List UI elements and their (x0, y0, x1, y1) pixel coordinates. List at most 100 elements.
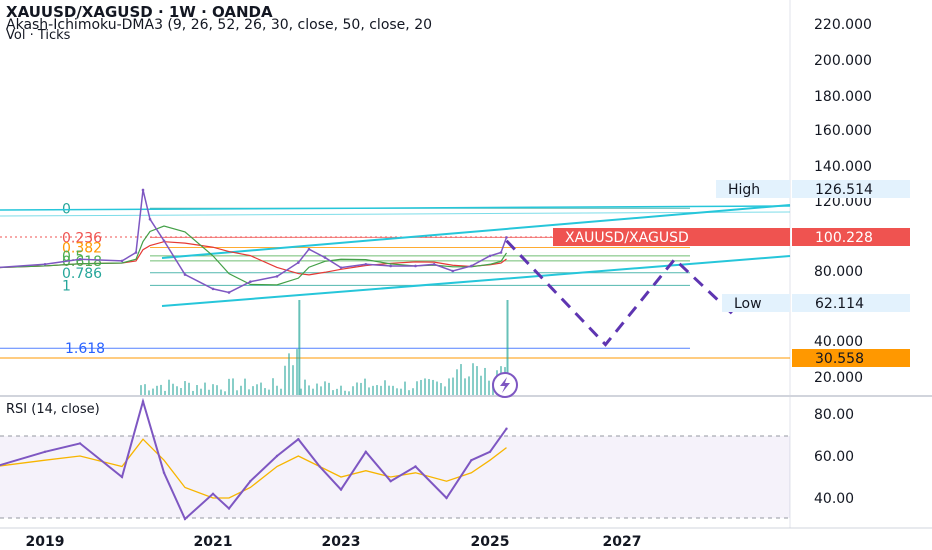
price-badge-label: Low (734, 296, 762, 312)
volume-bar (272, 378, 274, 395)
volume-bar (464, 378, 466, 395)
rsi-point (318, 465, 321, 468)
volume-bar (172, 383, 174, 395)
volume-bar (432, 379, 434, 395)
volume-bar (336, 388, 338, 395)
price-tick-label: 140.000 (814, 159, 872, 175)
volume-bar (376, 385, 378, 395)
rsi-axis[interactable]: 80.00 60.00 40.00 (814, 407, 854, 507)
volume-bar (300, 388, 302, 395)
price-labels: High 126.514 XAUUSD/XAGUSD 100.228 Low 62.114… (553, 180, 910, 367)
volume-bar (176, 386, 178, 395)
volume-bar (316, 383, 318, 395)
rsi-points (43, 400, 508, 521)
price-axis[interactable]: 220.000200.000180.000160.000140.000120.0… (814, 17, 872, 386)
volume-bar (292, 365, 294, 395)
volume-bar (236, 390, 238, 395)
volume-bar (160, 384, 162, 395)
time-tick-label: 2019 (26, 534, 65, 550)
price-point (432, 262, 436, 266)
fib-level-label: 0.786 (62, 266, 102, 282)
time-axis[interactable]: 20192021202320252027202 (0, 534, 642, 550)
price-point (297, 261, 300, 264)
price-tick-label: 80.000 (814, 264, 863, 280)
volume-bar (264, 388, 266, 395)
indicator-legend[interactable]: Akash-Ichimoku-DMA3 (9, 26, 52, 26, 30, … (6, 17, 433, 33)
volume-bar (248, 389, 250, 395)
channel-outer-upper-line[interactable] (0, 205, 791, 211)
price-point (141, 188, 145, 192)
price-badge-value: 30.558 (815, 351, 864, 367)
price-badge-value-bg (792, 294, 910, 312)
volume-bar (188, 382, 190, 395)
volume-bar (184, 381, 186, 395)
rsi-point (414, 465, 417, 468)
price-point (414, 264, 417, 268)
volume-bar (364, 378, 366, 395)
projection-path[interactable] (505, 239, 735, 347)
volume-bar (148, 390, 150, 395)
volume-bar (448, 378, 450, 395)
price-badge-value-bg (792, 180, 910, 198)
volume-bar (152, 388, 154, 395)
volume-bar (440, 383, 442, 395)
price-point (470, 264, 473, 268)
price-point (43, 262, 47, 266)
volume-bar (476, 366, 478, 395)
rsi-point (227, 507, 231, 510)
price-tick-label: 40.000 (814, 334, 863, 350)
volume-spike-bar (298, 300, 301, 395)
volume-bar (460, 364, 462, 395)
volume-bar (308, 385, 310, 395)
volume-bar (332, 390, 334, 395)
volume-bar (312, 388, 314, 395)
price-badge-value: 62.114 (815, 296, 864, 312)
volume-bar (212, 384, 214, 395)
fib-level-label: 0.382 (62, 240, 102, 256)
volume-bar (452, 377, 454, 395)
time-tick-label: 2021 (194, 534, 233, 550)
price-point (323, 256, 327, 259)
rsi-tick-label: 80.00 (814, 407, 854, 423)
volume-bar (180, 388, 182, 395)
volume-bar (304, 379, 306, 395)
fib-level-label: 0.618 (62, 254, 102, 270)
volume-bar (384, 380, 386, 395)
fib-level-label: 0.236 (62, 230, 102, 246)
volume-bar (428, 379, 430, 395)
volume-bar (408, 390, 410, 395)
price-point (307, 247, 311, 251)
rsi-point (488, 450, 492, 453)
price-line (0, 189, 508, 294)
volume-bar (232, 378, 234, 395)
volume-histogram (140, 300, 510, 395)
volume-bar (420, 379, 422, 395)
volume-bar (168, 379, 170, 395)
channel-lower-line[interactable] (161, 255, 791, 307)
volume-bar (444, 386, 446, 395)
volume-spike-bar (506, 300, 509, 395)
volume-legend[interactable]: Vol · Ticks (6, 28, 71, 43)
price-badge-label-bg (716, 180, 790, 198)
volume-bar (144, 384, 146, 395)
volume-bar (488, 380, 490, 395)
volume-bar (324, 381, 326, 395)
price-tick-label: 20.000 (814, 370, 863, 386)
symbol-title[interactable]: XAUUSD/XAGUSD · 1W · OANDA (6, 3, 273, 21)
volume-bar (196, 385, 198, 395)
channel-upper-line[interactable] (161, 204, 791, 259)
flash-icon[interactable] (492, 372, 518, 398)
price-badge-label: XAUUSD/XAGUSD (565, 230, 689, 246)
volume-bar (284, 365, 286, 395)
volume-bar (372, 385, 374, 395)
price-badge-value-bg (792, 349, 910, 367)
volume-bar (360, 382, 362, 395)
volume-bar (348, 391, 350, 395)
price-point (78, 257, 82, 261)
price-point (339, 266, 343, 269)
volume-bar (424, 378, 426, 395)
rsi-band (0, 436, 790, 518)
volume-bar (156, 385, 158, 395)
rsi-point (275, 454, 279, 458)
price-badge-label: High (728, 182, 760, 198)
